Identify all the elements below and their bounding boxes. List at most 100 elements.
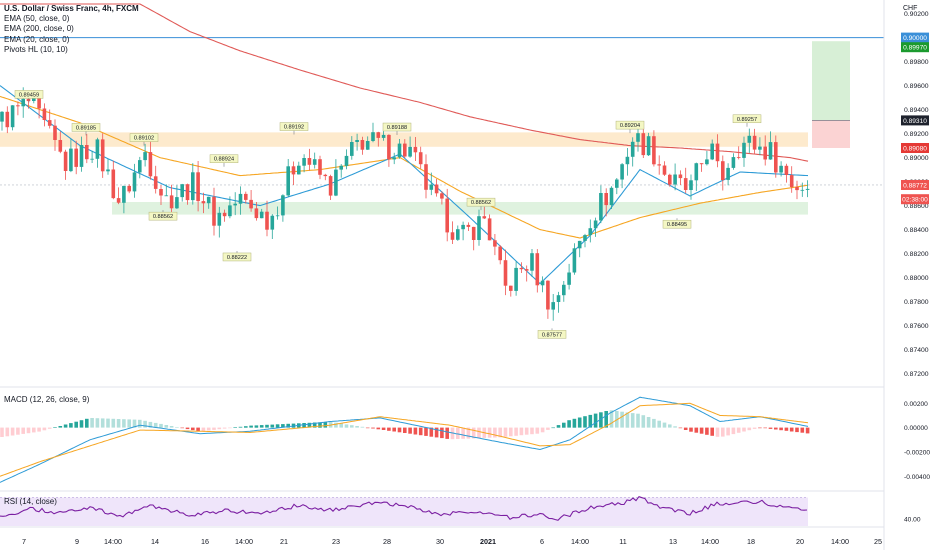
pivot-box bbox=[732, 114, 762, 124]
candle-body bbox=[461, 224, 465, 230]
macd-histogram-bar bbox=[42, 427, 47, 431]
legend-ema50[interactable]: EMA (50, close, 0) bbox=[4, 14, 70, 24]
macd-histogram-bar bbox=[355, 426, 359, 428]
pivot-box bbox=[382, 122, 412, 132]
candle-body bbox=[312, 159, 317, 165]
macd-histogram-bar bbox=[143, 420, 147, 428]
time-tick-label: 14:00 bbox=[701, 537, 719, 546]
candle-body bbox=[228, 205, 232, 217]
macd-histogram-bar bbox=[307, 422, 312, 428]
legend-ema200[interactable]: EMA (200, close, 0) bbox=[4, 24, 74, 34]
candle-body bbox=[487, 218, 492, 241]
candle-body bbox=[503, 260, 508, 286]
candle-body bbox=[16, 105, 20, 107]
candle-body bbox=[434, 184, 439, 194]
time-tick-label: 18 bbox=[747, 537, 755, 546]
candle-body bbox=[32, 97, 36, 101]
time-tick-label: 25 bbox=[874, 537, 882, 546]
candle-body bbox=[800, 189, 805, 191]
macd-histogram-bar bbox=[212, 427, 216, 430]
candles-layer bbox=[0, 87, 810, 321]
macd-histogram-bar bbox=[360, 426, 365, 428]
candle-body bbox=[350, 142, 354, 156]
macd-histogram-bar bbox=[599, 412, 603, 428]
macd-histogram-bar bbox=[37, 427, 41, 432]
rsi-tick-label: 40.00 bbox=[904, 516, 921, 523]
time-tick-label: 7 bbox=[22, 537, 26, 546]
macd-histogram-bar bbox=[652, 418, 656, 428]
macd-histogram-bar bbox=[371, 427, 375, 429]
candle-body bbox=[736, 157, 741, 158]
time-tick-label: 9 bbox=[75, 537, 79, 546]
candle-body bbox=[265, 211, 269, 230]
candle-body bbox=[758, 146, 762, 150]
macd-legend[interactable]: MACD (12, 26, close, 9) bbox=[4, 395, 90, 404]
time-tick-label: 14:00 bbox=[104, 537, 122, 546]
macd-histogram-bar bbox=[16, 427, 20, 435]
macd-histogram-bar bbox=[111, 418, 116, 428]
macd-tick-label: 0.00200 bbox=[904, 401, 928, 408]
candle-body bbox=[646, 136, 651, 156]
pivot-box bbox=[148, 211, 178, 221]
macd-histogram-bar bbox=[774, 427, 778, 430]
macd-histogram-bar bbox=[413, 427, 418, 435]
macd-histogram-bar bbox=[641, 415, 646, 428]
macd-histogram-bar bbox=[185, 427, 190, 430]
candle-body bbox=[10, 105, 15, 128]
axes-layer: 0.90200 0.90000 0.89800 0.89600 0.89400 0.892… bbox=[22, 11, 929, 546]
candle-body bbox=[63, 151, 68, 171]
macd-histogram-bar bbox=[10, 427, 15, 436]
pivot-label: 0.89188 bbox=[387, 125, 407, 131]
symbol-title[interactable]: U.S. Dollar / Swiss Franc, 4h, FXCM bbox=[4, 4, 139, 13]
time-tick-label: 14 bbox=[151, 537, 159, 546]
macd-histogram-bar bbox=[662, 422, 667, 428]
rsi-pane: 40.00 bbox=[0, 495, 921, 526]
candle-body bbox=[116, 198, 121, 203]
candle-body bbox=[768, 142, 773, 160]
macd-histogram-bar bbox=[90, 418, 94, 428]
legend-ema20[interactable]: EMA (20, close, 0) bbox=[4, 34, 70, 44]
macd-histogram-bar bbox=[47, 427, 52, 429]
rsi-legend[interactable]: RSI (14, close) bbox=[4, 497, 57, 506]
macd-histogram-bar bbox=[535, 427, 540, 434]
candle-body bbox=[413, 146, 418, 153]
candle-body bbox=[47, 120, 52, 126]
macd-histogram-bar bbox=[477, 427, 481, 439]
candle-body bbox=[546, 280, 550, 310]
macd-histogram-bar bbox=[387, 427, 391, 431]
candle-body bbox=[726, 167, 730, 180]
macd-histogram-bar bbox=[397, 427, 402, 433]
pivot-label: 0.89102 bbox=[134, 136, 154, 142]
time-tick-label: 20 bbox=[796, 537, 804, 546]
candle-body bbox=[217, 212, 222, 226]
price-tick-label: 0.87400 bbox=[904, 347, 929, 354]
macd-histogram-bar bbox=[721, 427, 725, 437]
candle-body bbox=[143, 152, 147, 161]
macd-histogram-bar bbox=[583, 416, 587, 428]
macd-histogram-bar bbox=[69, 423, 73, 428]
macd-histogram-bar bbox=[789, 427, 794, 432]
macd-histogram-bar bbox=[524, 427, 529, 435]
pivot-label: 0.89192 bbox=[284, 125, 304, 131]
candle-body bbox=[180, 184, 184, 198]
candle-body bbox=[418, 152, 423, 165]
candle-body bbox=[360, 140, 365, 150]
candle-body bbox=[387, 134, 391, 160]
macd-histogram-bar bbox=[471, 427, 476, 439]
macd-histogram-bar bbox=[180, 427, 184, 429]
macd-histogram-bar bbox=[530, 427, 534, 435]
macd-histogram-bar bbox=[445, 427, 449, 439]
candle-body bbox=[456, 229, 460, 240]
macd-histogram-bar bbox=[540, 427, 545, 433]
macd-histogram-bar bbox=[715, 427, 720, 437]
legend-pivots[interactable]: Pivots HL (10, 10) bbox=[4, 44, 68, 54]
macd-histogram-bar bbox=[487, 427, 492, 438]
candle-body bbox=[609, 187, 614, 206]
macd-tick-label: 0.00000 bbox=[904, 425, 928, 432]
price-badge-label: 02:38:00 bbox=[902, 197, 928, 204]
candle-body bbox=[583, 235, 587, 241]
signal-line bbox=[0, 402, 809, 477]
candle-body bbox=[567, 272, 571, 285]
price-tick-label: 0.88400 bbox=[904, 227, 929, 234]
